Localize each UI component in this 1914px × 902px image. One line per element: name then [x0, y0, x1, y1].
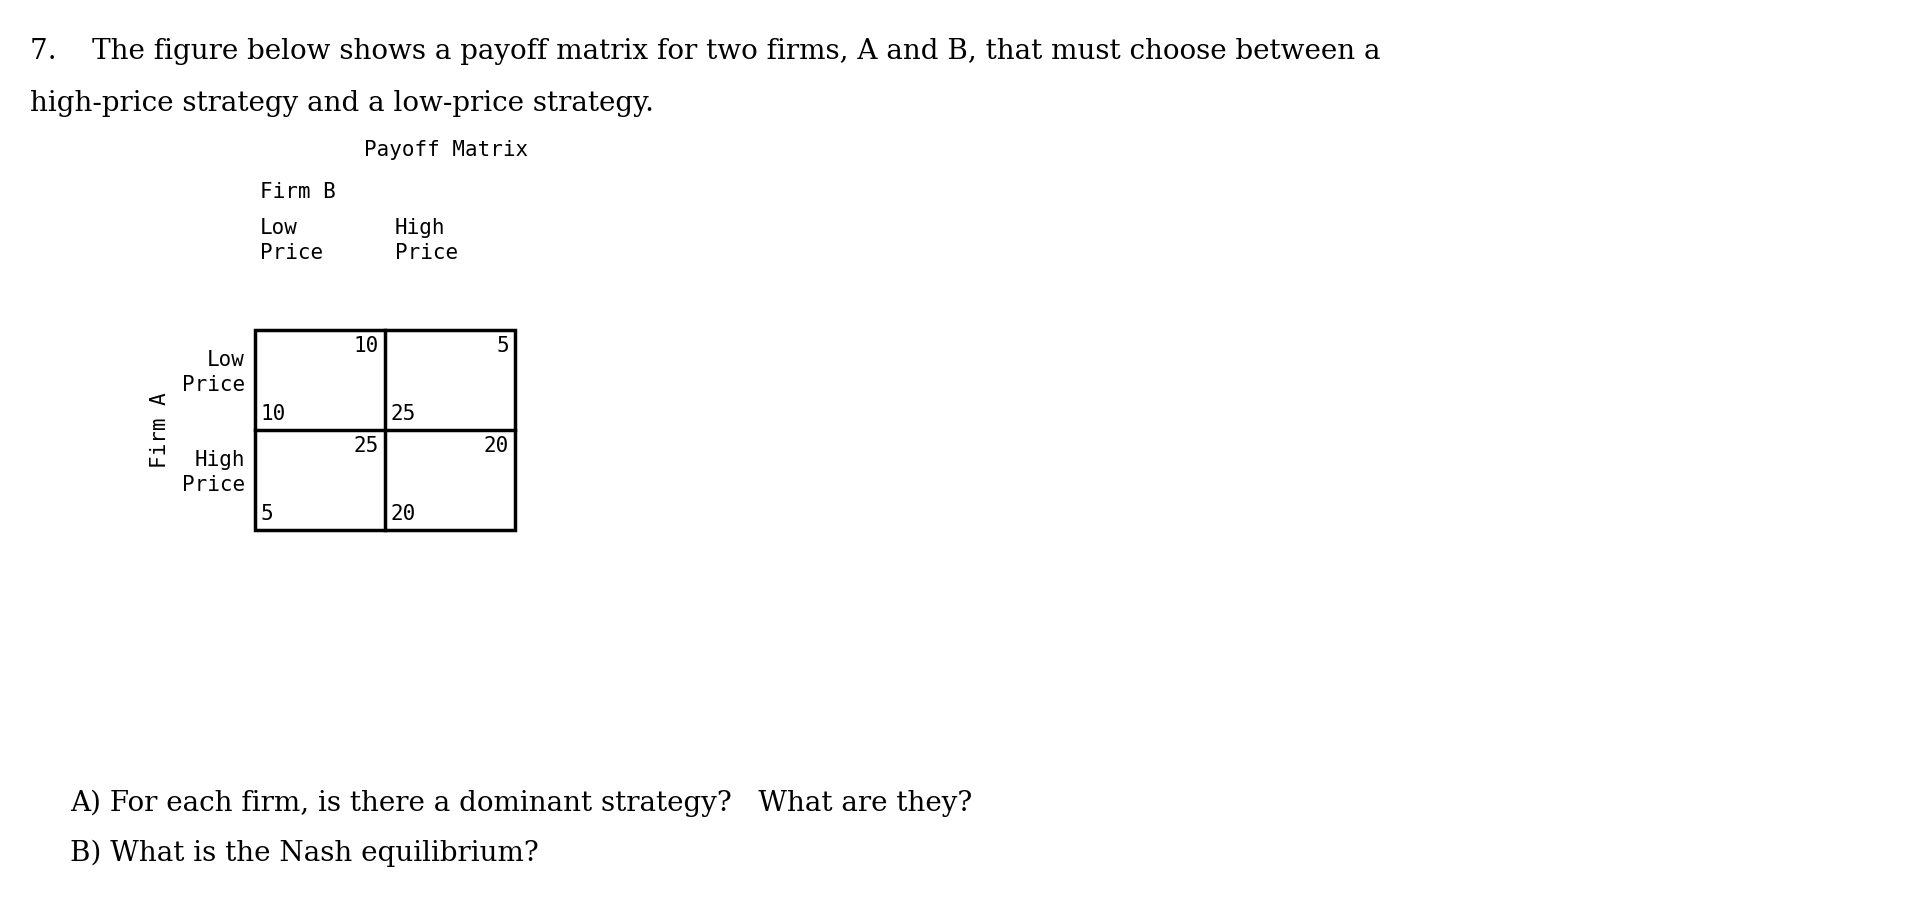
- Text: 25: 25: [390, 404, 415, 424]
- Text: high-price strategy and a low-price strategy.: high-price strategy and a low-price stra…: [31, 90, 655, 117]
- Text: 7.    The figure below shows a payoff matrix for two firms, A and B, that must c: 7. The figure below shows a payoff matri…: [31, 38, 1380, 65]
- Text: B) What is the Nash equilibrium?: B) What is the Nash equilibrium?: [71, 840, 538, 868]
- Text: Low
Price: Low Price: [182, 350, 245, 395]
- Text: A) For each firm, is there a dominant strategy?   What are they?: A) For each firm, is there a dominant st…: [71, 790, 972, 817]
- Text: 10: 10: [354, 336, 379, 356]
- Text: 5: 5: [496, 336, 509, 356]
- Text: Low
Price: Low Price: [260, 218, 323, 262]
- Text: 10: 10: [260, 404, 285, 424]
- Text: Firm B: Firm B: [260, 182, 335, 202]
- Text: High
Price: High Price: [182, 450, 245, 495]
- Text: Payoff Matrix: Payoff Matrix: [364, 140, 528, 160]
- Text: 20: 20: [390, 504, 415, 524]
- Text: 20: 20: [484, 436, 509, 456]
- Bar: [255, 330, 515, 530]
- Text: 25: 25: [354, 436, 379, 456]
- Text: Firm A: Firm A: [149, 392, 170, 468]
- Text: High
Price: High Price: [394, 218, 457, 262]
- Text: 5: 5: [260, 504, 274, 524]
